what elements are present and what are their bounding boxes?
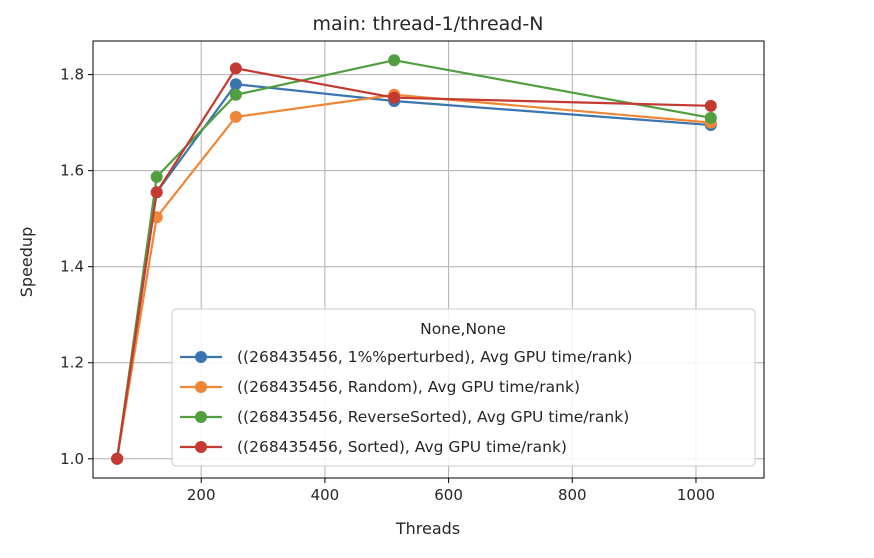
series-4 xyxy=(111,62,717,465)
tick-layer: 200 400 600 800 1000 1.0 1.2 1.4 1.6 1.8 xyxy=(60,66,715,504)
y-tick-label: 1.2 xyxy=(60,354,84,372)
legend-swatch-marker xyxy=(195,441,207,453)
series-layer xyxy=(111,54,717,465)
legend-title: None,None xyxy=(420,320,506,338)
data-point xyxy=(229,110,242,123)
x-tick-label: 600 xyxy=(434,486,463,504)
legend-item: ((268435456, 1%%perturbed), Avg GPU time… xyxy=(180,348,632,366)
x-tick-label: 1000 xyxy=(677,486,715,504)
data-point xyxy=(229,78,242,91)
data-point xyxy=(150,186,163,199)
x-tick-label: 400 xyxy=(311,486,340,504)
legend-label: ((268435456, Sorted), Avg GPU time/rank) xyxy=(237,438,567,456)
data-point xyxy=(704,99,717,112)
x-axis-title: Threads xyxy=(395,519,460,538)
x-tick-label: 200 xyxy=(187,486,216,504)
data-point xyxy=(229,88,242,101)
chart-title: main: thread-1/thread-N xyxy=(313,13,544,35)
legend-item: ((268435456, Sorted), Avg GPU time/rank) xyxy=(180,438,567,456)
y-axis-title: Speedup xyxy=(17,227,36,297)
data-point xyxy=(150,170,163,183)
y-tick-label: 1.4 xyxy=(60,258,84,276)
legend-label: ((268435456, ReverseSorted), Avg GPU tim… xyxy=(237,408,629,426)
y-tick-label: 1.0 xyxy=(60,450,84,468)
legend-swatch-marker xyxy=(195,411,207,423)
data-point xyxy=(111,452,124,465)
data-point xyxy=(229,62,242,75)
legend-item: ((268435456, Random), Avg GPU time/rank) xyxy=(180,378,580,396)
legend-item: ((268435456, ReverseSorted), Avg GPU tim… xyxy=(180,408,629,426)
legend-swatch-marker xyxy=(195,351,207,363)
legend-swatch-marker xyxy=(195,381,207,393)
y-tick-label: 1.8 xyxy=(60,66,84,84)
legend-box xyxy=(171,308,756,467)
data-point xyxy=(388,54,401,67)
x-tick-label: 800 xyxy=(558,486,587,504)
y-tick-label: 1.6 xyxy=(60,162,84,180)
plot-frame xyxy=(92,40,765,479)
legend-label: ((268435456, 1%%perturbed), Avg GPU time… xyxy=(237,348,632,366)
legend: None,None ((268435456, 1%%perturbed), Avg… xyxy=(171,308,756,467)
data-point xyxy=(704,111,717,124)
data-point xyxy=(388,91,401,104)
legend-label: ((268435456, Random), Avg GPU time/rank) xyxy=(237,378,580,396)
